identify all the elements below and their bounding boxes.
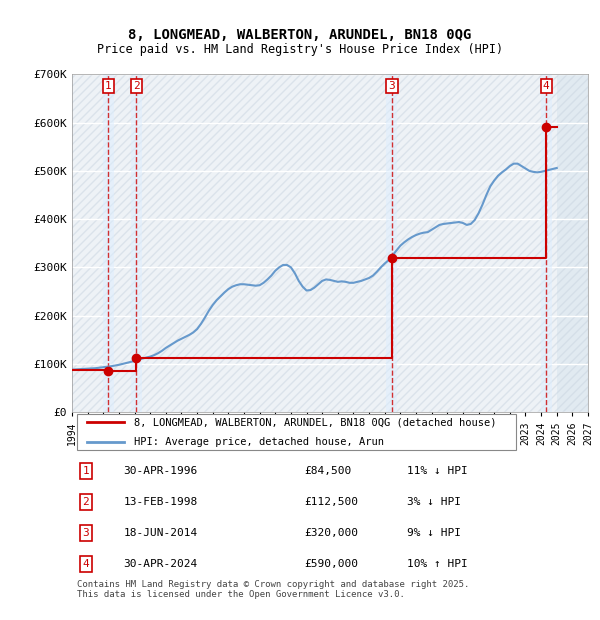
Text: £590,000: £590,000 xyxy=(304,559,358,569)
Text: 2: 2 xyxy=(133,81,140,91)
Text: 9% ↓ HPI: 9% ↓ HPI xyxy=(407,528,461,538)
Text: 8, LONGMEAD, WALBERTON, ARUNDEL, BN18 0QG (detached house): 8, LONGMEAD, WALBERTON, ARUNDEL, BN18 0Q… xyxy=(134,417,496,427)
Text: 4: 4 xyxy=(543,81,550,91)
Bar xyxy=(386,74,397,412)
Text: 3: 3 xyxy=(389,81,395,91)
Text: 4: 4 xyxy=(82,559,89,569)
Text: 2: 2 xyxy=(82,497,89,507)
Text: 30-APR-2024: 30-APR-2024 xyxy=(124,559,198,569)
Bar xyxy=(103,74,114,412)
Text: 1: 1 xyxy=(105,81,112,91)
Text: 13-FEB-1998: 13-FEB-1998 xyxy=(124,497,198,507)
Bar xyxy=(131,74,142,412)
Text: £320,000: £320,000 xyxy=(304,528,358,538)
Text: Contains HM Land Registry data © Crown copyright and database right 2025.
This d: Contains HM Land Registry data © Crown c… xyxy=(77,580,470,599)
Text: Price paid vs. HM Land Registry's House Price Index (HPI): Price paid vs. HM Land Registry's House … xyxy=(97,43,503,56)
Text: 30-APR-1996: 30-APR-1996 xyxy=(124,466,198,476)
Text: 10% ↑ HPI: 10% ↑ HPI xyxy=(407,559,468,569)
Bar xyxy=(541,74,552,412)
Text: 1: 1 xyxy=(82,466,89,476)
Text: £112,500: £112,500 xyxy=(304,497,358,507)
Text: 11% ↓ HPI: 11% ↓ HPI xyxy=(407,466,468,476)
Text: £84,500: £84,500 xyxy=(304,466,352,476)
Text: 18-JUN-2014: 18-JUN-2014 xyxy=(124,528,198,538)
Text: 8, LONGMEAD, WALBERTON, ARUNDEL, BN18 0QG: 8, LONGMEAD, WALBERTON, ARUNDEL, BN18 0Q… xyxy=(128,28,472,42)
Text: 3: 3 xyxy=(82,528,89,538)
Text: HPI: Average price, detached house, Arun: HPI: Average price, detached house, Arun xyxy=(134,437,384,447)
Text: 3% ↓ HPI: 3% ↓ HPI xyxy=(407,497,461,507)
Bar xyxy=(557,74,588,412)
FancyBboxPatch shape xyxy=(77,414,516,450)
